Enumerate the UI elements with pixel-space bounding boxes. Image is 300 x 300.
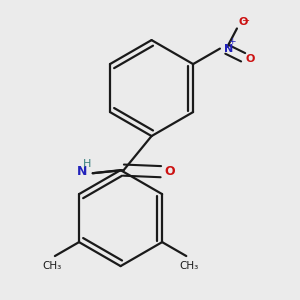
Text: +: + (228, 37, 236, 46)
Text: O: O (238, 17, 248, 27)
Text: H: H (83, 159, 92, 169)
Text: CH₃: CH₃ (42, 261, 62, 271)
Text: N: N (77, 166, 88, 178)
Text: N: N (224, 44, 233, 54)
Text: O: O (246, 54, 255, 64)
Text: O: O (165, 165, 175, 178)
Text: CH₃: CH₃ (180, 261, 199, 271)
Text: −: − (242, 16, 250, 26)
